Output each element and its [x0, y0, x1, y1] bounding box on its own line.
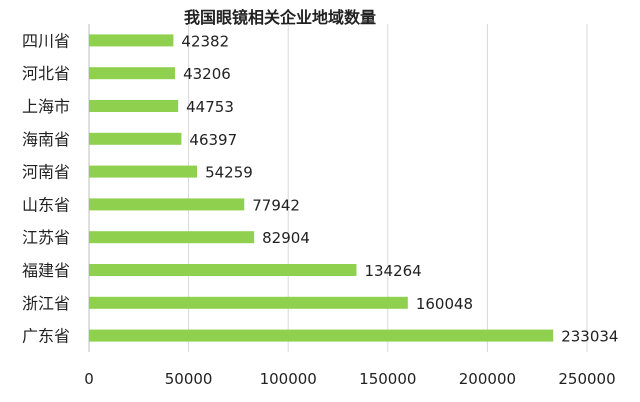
data-label: 46397 — [189, 131, 237, 149]
data-label: 54259 — [205, 164, 253, 182]
data-label: 233034 — [561, 328, 618, 346]
category-label: 浙江省 — [22, 294, 70, 313]
data-label: 77942 — [252, 196, 300, 214]
x-tick-label: 200000 — [459, 370, 516, 388]
chart-title: 我国眼镜相关企业地域数量 — [183, 8, 376, 27]
bar — [89, 296, 408, 309]
data-label: 44753 — [186, 98, 234, 116]
x-tick-label: 0 — [84, 370, 94, 388]
bar — [89, 34, 174, 47]
bar — [89, 231, 255, 244]
category-label: 四川省 — [22, 31, 70, 50]
data-label: 82904 — [262, 229, 310, 247]
x-tick-label: 100000 — [260, 370, 317, 388]
x-tick-label: 50000 — [165, 370, 213, 388]
data-label: 43206 — [183, 65, 231, 83]
category-label: 河南省 — [22, 163, 70, 182]
category-label: 福建省 — [22, 261, 70, 280]
bar — [89, 198, 245, 211]
data-label: 160048 — [416, 295, 473, 313]
bar — [89, 100, 179, 112]
category-label: 山东省 — [22, 195, 70, 214]
data-label: 42382 — [181, 32, 229, 50]
category-label: 上海市 — [22, 97, 70, 116]
category-label: 江苏省 — [22, 228, 70, 247]
x-tick-label: 150000 — [359, 370, 416, 388]
data-label: 134264 — [364, 262, 421, 280]
bar — [89, 132, 182, 145]
category-label: 广东省 — [22, 327, 70, 346]
bar — [89, 67, 176, 80]
category-label: 河北省 — [22, 64, 70, 83]
category-label: 海南省 — [22, 130, 70, 149]
bar — [89, 329, 554, 342]
bar — [89, 165, 198, 178]
bar — [89, 264, 357, 276]
x-tick-label: 250000 — [558, 370, 615, 388]
